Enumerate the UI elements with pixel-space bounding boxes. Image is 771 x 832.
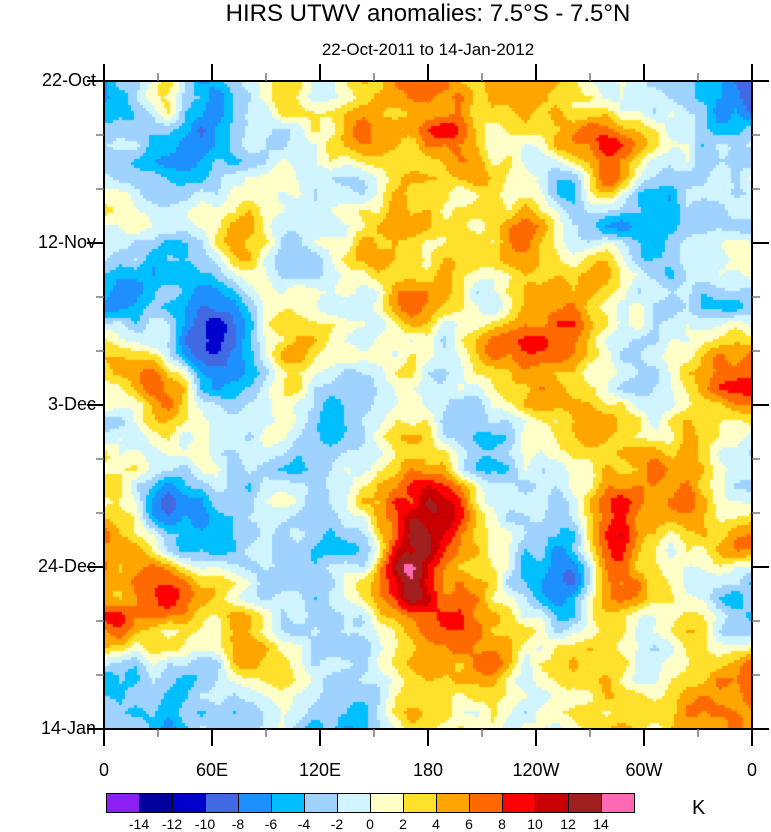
colorbar-label: -6 xyxy=(264,816,278,832)
colorbar-label: 12 xyxy=(560,816,576,832)
chart-title: HIRS UTWV anomalies: 7.5°S - 7.5°N xyxy=(225,0,631,27)
colorbar-swatch xyxy=(602,794,634,812)
x-tick-label: 60E xyxy=(195,760,229,780)
colorbar-label: 0 xyxy=(366,816,374,832)
colorbar-label: -12 xyxy=(161,816,183,832)
plot-frame xyxy=(103,80,753,730)
colorbar-label: 2 xyxy=(399,816,407,832)
x-tick-label: 0 xyxy=(746,760,757,780)
chart-subtitle: 22-Oct-2011 to 14-Jan-2012 xyxy=(321,40,535,59)
y-tick-label: 3-Dec xyxy=(47,394,96,414)
colorbar-label: 6 xyxy=(465,816,473,832)
colorbar-label: -2 xyxy=(330,816,344,832)
colorbar-swatch xyxy=(305,794,338,812)
colorbar xyxy=(106,793,635,813)
colorbar-swatch xyxy=(140,794,173,812)
colorbar-swatch xyxy=(404,794,437,812)
colorbar-swatch xyxy=(206,794,239,812)
colorbar-units: K xyxy=(692,797,706,819)
colorbar-swatch xyxy=(338,794,371,812)
x-tick-label: 180 xyxy=(412,760,444,780)
colorbar-swatch xyxy=(173,794,206,812)
y-tick-label: 24-Dec xyxy=(37,556,96,576)
colorbar-swatch xyxy=(272,794,305,812)
colorbar-swatch xyxy=(536,794,569,812)
colorbar-swatch xyxy=(239,794,272,812)
x-tick-label: 60W xyxy=(625,760,663,780)
y-tick-label: 22-Oct xyxy=(41,70,96,90)
colorbar-label: 8 xyxy=(498,816,506,832)
x-tick-label: 120E xyxy=(298,760,342,780)
colorbar-label: -14 xyxy=(128,816,150,832)
colorbar-swatch xyxy=(569,794,602,812)
x-tick-label: 120W xyxy=(512,760,560,780)
colorbar-label: -4 xyxy=(297,816,311,832)
y-tick-label: 12-Nov xyxy=(37,232,96,252)
hovmoller-contour-field xyxy=(104,81,752,729)
y-tick-label: 14-Jan xyxy=(40,718,96,738)
colorbar-swatch xyxy=(437,794,470,812)
colorbar-swatch xyxy=(470,794,503,812)
colorbar-swatch xyxy=(503,794,536,812)
colorbar-label: -10 xyxy=(194,816,216,832)
colorbar-label: 10 xyxy=(527,816,543,832)
colorbar-label: 4 xyxy=(432,816,440,832)
colorbar-swatch xyxy=(371,794,404,812)
colorbar-label: -8 xyxy=(231,816,245,832)
colorbar-swatch xyxy=(107,794,140,812)
colorbar-label: 14 xyxy=(593,816,609,832)
x-tick-label: 0 xyxy=(98,760,109,780)
